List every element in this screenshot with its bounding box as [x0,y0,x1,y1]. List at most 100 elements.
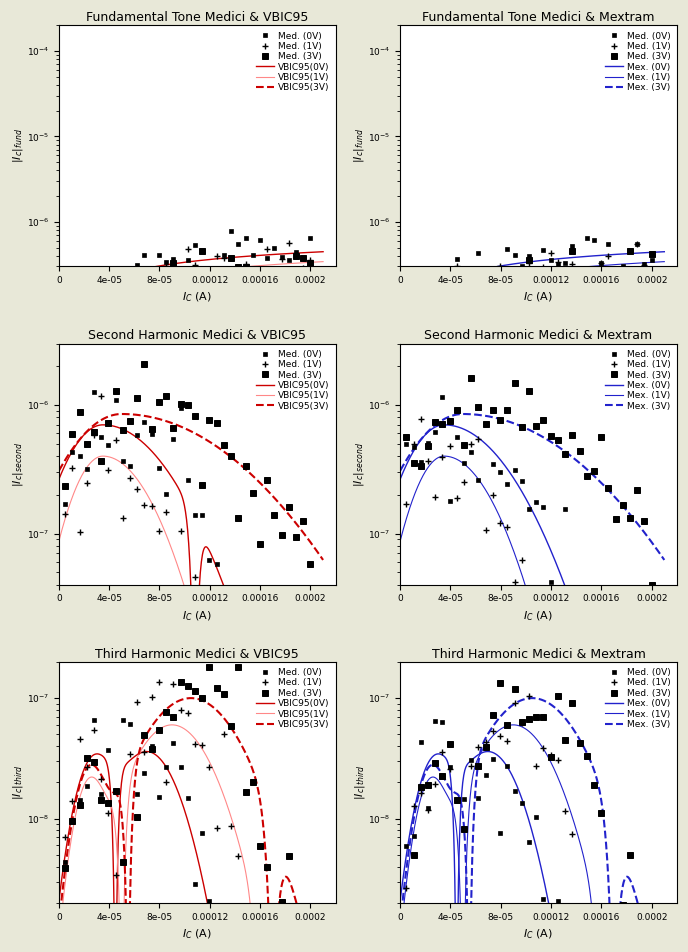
VBIC95(1V) [319,256,327,268]
Med. (1V) [285,618,293,629]
Med. (1V) [119,512,127,524]
VBIC95(3V) [319,554,327,565]
Med. (1V) [205,761,213,772]
Med. (3V) [626,512,634,524]
Mex. (0V) [396,473,405,485]
Med. (3V) [227,720,235,731]
Line: Med. (0V): Med. (0V) [405,236,654,294]
Med. (1V) [409,801,418,812]
Med. (0V) [105,439,113,450]
Med. (1V) [488,725,497,737]
Line: Mex. (0V): Mex. (0V) [400,751,665,952]
Med. (1V) [633,238,641,249]
Med. (0V) [568,934,577,945]
Legend: Med. (0V), Med. (1V), Med. (3V), VBIC95(0V), VBIC95(1V), VBIC95(3V): Med. (0V), Med. (1V), Med. (3V), VBIC95(… [255,348,331,412]
Med. (3V) [140,279,149,290]
Med. (0V) [234,618,242,629]
VBIC95(3V) [182,424,191,435]
Med. (3V) [205,414,213,426]
Med. (0V) [248,618,257,629]
Med. (1V) [597,934,605,945]
VBIC95(1V) [272,914,281,925]
Mex. (0V) [654,247,662,258]
Med. (0V) [205,276,213,288]
Med. (1V) [647,934,656,945]
Med. (0V) [417,737,425,748]
Mex. (3V) [523,693,531,704]
Med. (0V) [641,259,649,270]
Med. (1V) [111,869,120,881]
Med. (1V) [633,934,641,945]
Med. (1V) [227,274,235,286]
Med. (0V) [561,257,569,268]
Mex. (0V) [524,496,532,507]
Med. (0V) [612,618,620,629]
Med. (3V) [176,398,184,409]
Mex. (0V) [396,444,405,455]
Med. (3V) [517,716,526,727]
Mex. (3V) [528,692,536,704]
Med. (1V) [119,264,127,275]
Med. (1V) [76,733,84,744]
Med. (3V) [474,761,482,772]
Mex. (0V) [539,874,548,885]
Med. (1V) [503,735,511,746]
Med. (1V) [619,618,627,629]
Med. (1V) [641,934,649,945]
Legend: Med. (0V), Med. (1V), Med. (3V), VBIC95(0V), VBIC95(1V), VBIC95(3V): Med. (0V), Med. (1V), Med. (3V), VBIC95(… [255,30,331,94]
Med. (0V) [248,249,257,261]
Med. (1V) [227,821,235,832]
Med. (0V) [169,737,178,748]
Med. (3V) [525,254,533,266]
Med. (1V) [409,287,418,298]
Mex. (3V) [396,476,405,487]
Med. (3V) [83,287,91,298]
Med. (0V) [575,618,583,629]
Med. (3V) [90,756,98,767]
Med. (0V) [256,618,264,629]
Med. (0V) [510,249,519,261]
Med. (1V) [517,718,526,729]
Med. (3V) [155,396,163,407]
Med. (0V) [76,450,84,462]
Med. (3V) [219,268,228,280]
Med. (3V) [147,744,155,755]
Med. (1V) [140,287,149,298]
Med. (3V) [590,780,598,791]
Med. (1V) [61,831,69,843]
VBIC95(3V) [212,272,220,284]
Med. (0V) [97,431,105,443]
Med. (0V) [227,605,235,616]
Line: Med. (1V): Med. (1V) [402,692,655,942]
Mex. (0V) [660,246,669,257]
Med. (0V) [460,793,468,804]
Med. (0V) [431,715,440,726]
Mex. (3V) [522,276,530,288]
Mex. (3V) [660,264,669,275]
Med. (0V) [402,438,411,449]
Med. (0V) [474,247,482,258]
Med. (3V) [176,676,184,687]
Med. (0V) [147,740,155,751]
Med. (0V) [474,474,482,486]
Med. (3V) [597,807,605,819]
Line: VBIC95(1V): VBIC95(1V) [59,724,323,952]
Med. (1V) [162,776,170,787]
Line: Med. (3V): Med. (3V) [404,680,654,942]
Med. (1V) [619,274,627,286]
Med. (1V) [111,435,120,446]
Med. (1V) [76,526,84,538]
Med. (3V) [561,734,569,745]
Med. (0V) [546,254,555,266]
Med. (3V) [575,445,583,456]
Med. (3V) [554,434,562,446]
Med. (0V) [554,594,562,605]
Med. (0V) [248,934,257,945]
Med. (1V) [575,268,583,280]
Med. (1V) [198,598,206,609]
Med. (0V) [292,246,300,257]
Mex. (3V) [539,695,548,706]
Med. (3V) [68,428,76,440]
Med. (1V) [162,506,170,518]
Med. (0V) [546,934,555,945]
